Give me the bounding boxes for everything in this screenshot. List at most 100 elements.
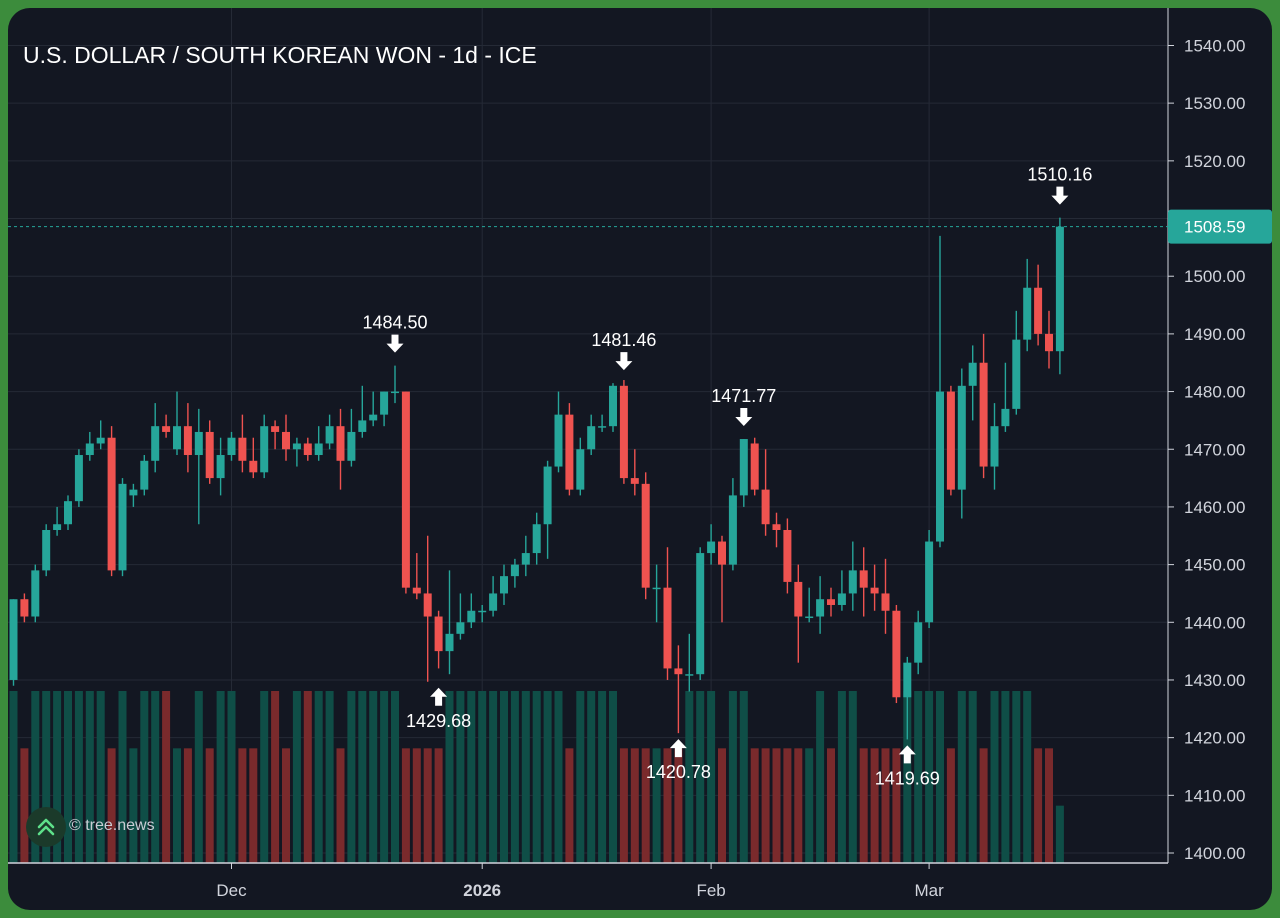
candle-up[interactable] bbox=[227, 431, 236, 461]
candle-up[interactable] bbox=[510, 558, 519, 588]
candle-down[interactable] bbox=[20, 593, 29, 623]
candle-down[interactable] bbox=[412, 553, 421, 600]
candle-up[interactable] bbox=[685, 633, 694, 692]
candle-down[interactable] bbox=[892, 604, 901, 704]
candle-up[interactable] bbox=[478, 604, 487, 623]
candle-down[interactable] bbox=[238, 414, 247, 473]
candle-down[interactable] bbox=[630, 449, 639, 496]
candle-up[interactable] bbox=[325, 414, 334, 450]
candle-up[interactable] bbox=[292, 437, 301, 467]
candle-up[interactable] bbox=[64, 495, 72, 530]
candle-up[interactable] bbox=[456, 593, 465, 640]
candle-up[interactable] bbox=[129, 483, 138, 507]
candle-down[interactable] bbox=[401, 391, 410, 594]
candle-up[interactable] bbox=[543, 460, 552, 559]
candle-up[interactable] bbox=[1055, 217, 1064, 375]
candle-up[interactable] bbox=[696, 547, 705, 680]
candle-up[interactable] bbox=[314, 426, 323, 461]
candle-down[interactable] bbox=[663, 547, 672, 680]
candle-down[interactable] bbox=[282, 414, 290, 461]
candle-up[interactable] bbox=[369, 391, 378, 427]
candle-up[interactable] bbox=[990, 403, 999, 490]
candle-down[interactable] bbox=[859, 547, 868, 617]
candle-up[interactable] bbox=[521, 535, 530, 577]
candle-down[interactable] bbox=[881, 558, 890, 634]
candle-up[interactable] bbox=[936, 235, 944, 548]
candle-up[interactable] bbox=[598, 414, 607, 432]
candle-up[interactable] bbox=[118, 478, 127, 577]
candle-down[interactable] bbox=[249, 437, 258, 479]
candle-up[interactable] bbox=[957, 368, 966, 519]
price-tick-label: 1480.00 bbox=[1184, 383, 1245, 402]
candle-up[interactable] bbox=[260, 414, 269, 479]
candle-down[interactable] bbox=[162, 414, 171, 438]
candle-down[interactable] bbox=[674, 645, 683, 734]
candle-down[interactable] bbox=[271, 420, 280, 450]
candle-up[interactable] bbox=[96, 420, 105, 450]
candle-up[interactable] bbox=[380, 391, 389, 427]
candle-up[interactable] bbox=[1023, 258, 1032, 352]
candle-up[interactable] bbox=[467, 593, 476, 629]
candle-up[interactable] bbox=[194, 408, 203, 525]
candle-up[interactable] bbox=[445, 570, 454, 675]
candle-up[interactable] bbox=[532, 512, 541, 565]
candle-up[interactable] bbox=[739, 439, 748, 507]
candle-down[interactable] bbox=[205, 420, 214, 484]
candle-up[interactable] bbox=[609, 383, 617, 432]
candle-up[interactable] bbox=[1001, 362, 1010, 432]
candle-up[interactable] bbox=[848, 541, 857, 611]
candle-up[interactable] bbox=[576, 437, 585, 496]
candle-up[interactable] bbox=[707, 524, 716, 565]
candle-up[interactable] bbox=[9, 599, 18, 686]
candle-down[interactable] bbox=[946, 385, 955, 496]
candle-up[interactable] bbox=[805, 587, 814, 623]
candle-down[interactable] bbox=[641, 472, 650, 600]
candle-down[interactable] bbox=[183, 403, 192, 473]
candle-up[interactable] bbox=[652, 564, 661, 623]
candle-down[interactable] bbox=[783, 518, 792, 594]
candle-down[interactable] bbox=[794, 564, 803, 663]
candle-up[interactable] bbox=[489, 576, 498, 617]
candle-up[interactable] bbox=[554, 391, 563, 473]
candle-up[interactable] bbox=[85, 431, 94, 461]
candle-up[interactable] bbox=[816, 576, 825, 634]
candle-down[interactable] bbox=[761, 449, 770, 536]
candle-up[interactable] bbox=[587, 414, 596, 456]
candle-up[interactable] bbox=[53, 506, 62, 536]
candle-up[interactable] bbox=[173, 391, 181, 456]
candle-down[interactable] bbox=[1045, 310, 1053, 369]
candle-down[interactable] bbox=[979, 333, 988, 479]
candle-up[interactable] bbox=[914, 610, 923, 675]
candle-down[interactable] bbox=[107, 426, 116, 577]
candle-up[interactable] bbox=[151, 403, 160, 473]
candle-up[interactable] bbox=[31, 564, 40, 623]
candle-up[interactable] bbox=[140, 455, 149, 496]
candle-up[interactable] bbox=[903, 656, 912, 740]
candle-down[interactable] bbox=[423, 535, 432, 682]
candle-down[interactable] bbox=[772, 512, 781, 548]
candle-up[interactable] bbox=[968, 345, 977, 421]
candle-up[interactable] bbox=[74, 449, 83, 507]
candle-up[interactable] bbox=[358, 385, 367, 438]
candle-down[interactable] bbox=[434, 610, 443, 669]
candle-up[interactable] bbox=[837, 570, 846, 611]
candle-up[interactable] bbox=[925, 530, 934, 629]
candle-down[interactable] bbox=[750, 437, 759, 496]
candle-down[interactable] bbox=[718, 535, 726, 623]
candle-up[interactable] bbox=[42, 524, 51, 577]
candle-down[interactable] bbox=[827, 587, 835, 617]
candle-up[interactable] bbox=[1012, 310, 1021, 415]
candle-down[interactable] bbox=[619, 380, 628, 484]
candle-down[interactable] bbox=[1034, 264, 1043, 346]
candle-up[interactable] bbox=[347, 408, 356, 467]
candle-up[interactable] bbox=[216, 437, 225, 496]
candle-up[interactable] bbox=[391, 365, 399, 404]
candle-down[interactable] bbox=[336, 408, 345, 490]
candlestick-chart[interactable]: 1540.001530.001520.001510.001500.001490.… bbox=[8, 8, 1272, 910]
candle-up[interactable] bbox=[728, 478, 737, 571]
candle-down[interactable] bbox=[870, 564, 879, 611]
candle-down[interactable] bbox=[565, 403, 574, 496]
candles[interactable] bbox=[9, 217, 1064, 740]
candle-down[interactable] bbox=[303, 437, 312, 461]
candle-up[interactable] bbox=[500, 564, 508, 605]
